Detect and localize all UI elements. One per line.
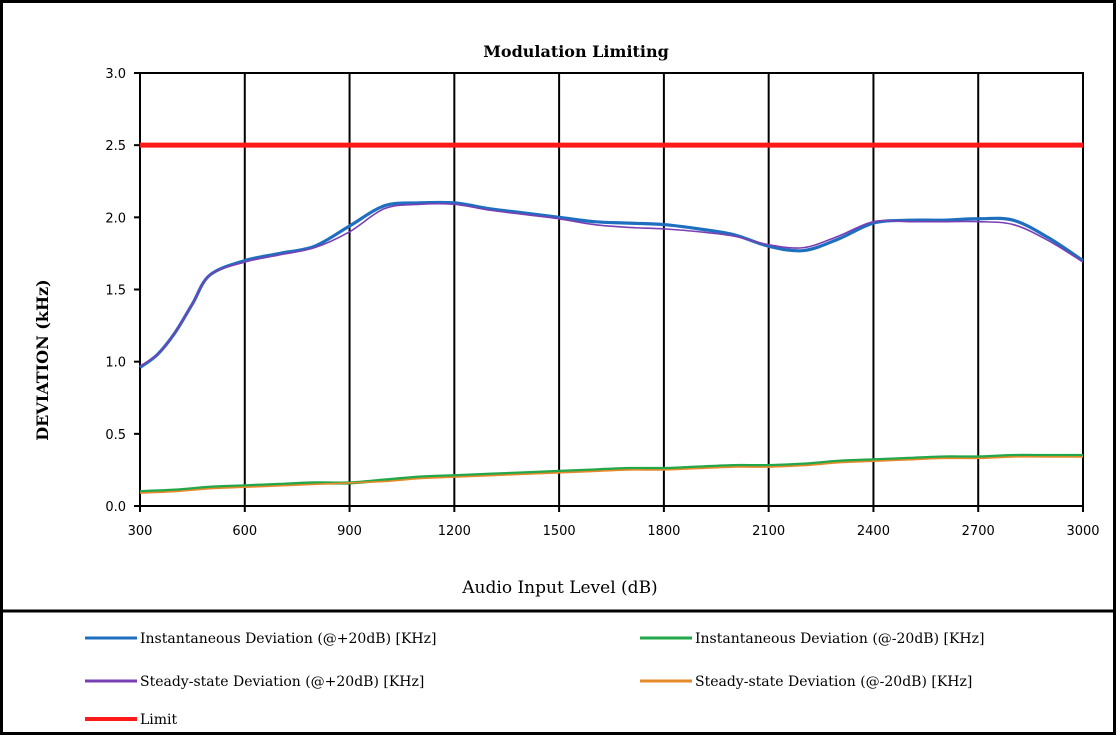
series-steady-plus20-line bbox=[139, 202, 1084, 367]
x-tick-label: 2100 bbox=[752, 524, 785, 539]
x-tick-label: 300 bbox=[128, 524, 153, 539]
x-tick-label: 2400 bbox=[857, 524, 890, 539]
y-tick-label: 1.0 bbox=[105, 356, 126, 371]
series-inst-plus20-line bbox=[139, 200, 1084, 369]
y-tick-label: 2.0 bbox=[105, 211, 126, 226]
legend: Instantaneous Deviation (@+20dB) [KHz] In… bbox=[85, 631, 984, 728]
series-inst-minus20-line bbox=[139, 453, 1083, 494]
legend-label: Instantaneous Deviation (@+20dB) [KHz] bbox=[140, 631, 436, 647]
y-tick-label: 2.5 bbox=[105, 139, 126, 154]
y-tick-label: 0.5 bbox=[105, 428, 126, 443]
y-tick-label: 0.0 bbox=[105, 500, 126, 515]
x-tick-label: 600 bbox=[232, 524, 257, 539]
x-tick-label: 900 bbox=[337, 524, 362, 539]
x-tick-label: 1500 bbox=[543, 524, 576, 539]
legend-label: Limit bbox=[140, 712, 178, 728]
chart-title: Modulation Limiting bbox=[483, 42, 669, 61]
y-tick-label: 1.5 bbox=[105, 284, 126, 299]
series-steady-minus20-line bbox=[139, 456, 1083, 494]
legend-label: Steady-state Deviation (@-20dB) [KHz] bbox=[695, 674, 972, 690]
legend-label: Instantaneous Deviation (@-20dB) [KHz] bbox=[695, 631, 984, 647]
x-tick-label: 2700 bbox=[962, 524, 995, 539]
plot-border bbox=[139, 72, 1084, 507]
plot-area: 0.0 0.5 1.0 1.5 2.0 2.5 3.0 300 600 900 1200 1500 18… bbox=[105, 67, 1099, 539]
x-tick-label: 3000 bbox=[1066, 524, 1099, 539]
x-tick-label: 1200 bbox=[438, 524, 471, 539]
legend-label: Steady-state Deviation (@+20dB) [KHz] bbox=[140, 674, 424, 690]
x-tick-label: 1800 bbox=[647, 524, 680, 539]
y-axis-label: DEVIATION (kHz) bbox=[33, 279, 52, 440]
x-axis-label: Audio Input Level (dB) bbox=[461, 578, 657, 598]
y-tick-label: 3.0 bbox=[105, 67, 126, 82]
